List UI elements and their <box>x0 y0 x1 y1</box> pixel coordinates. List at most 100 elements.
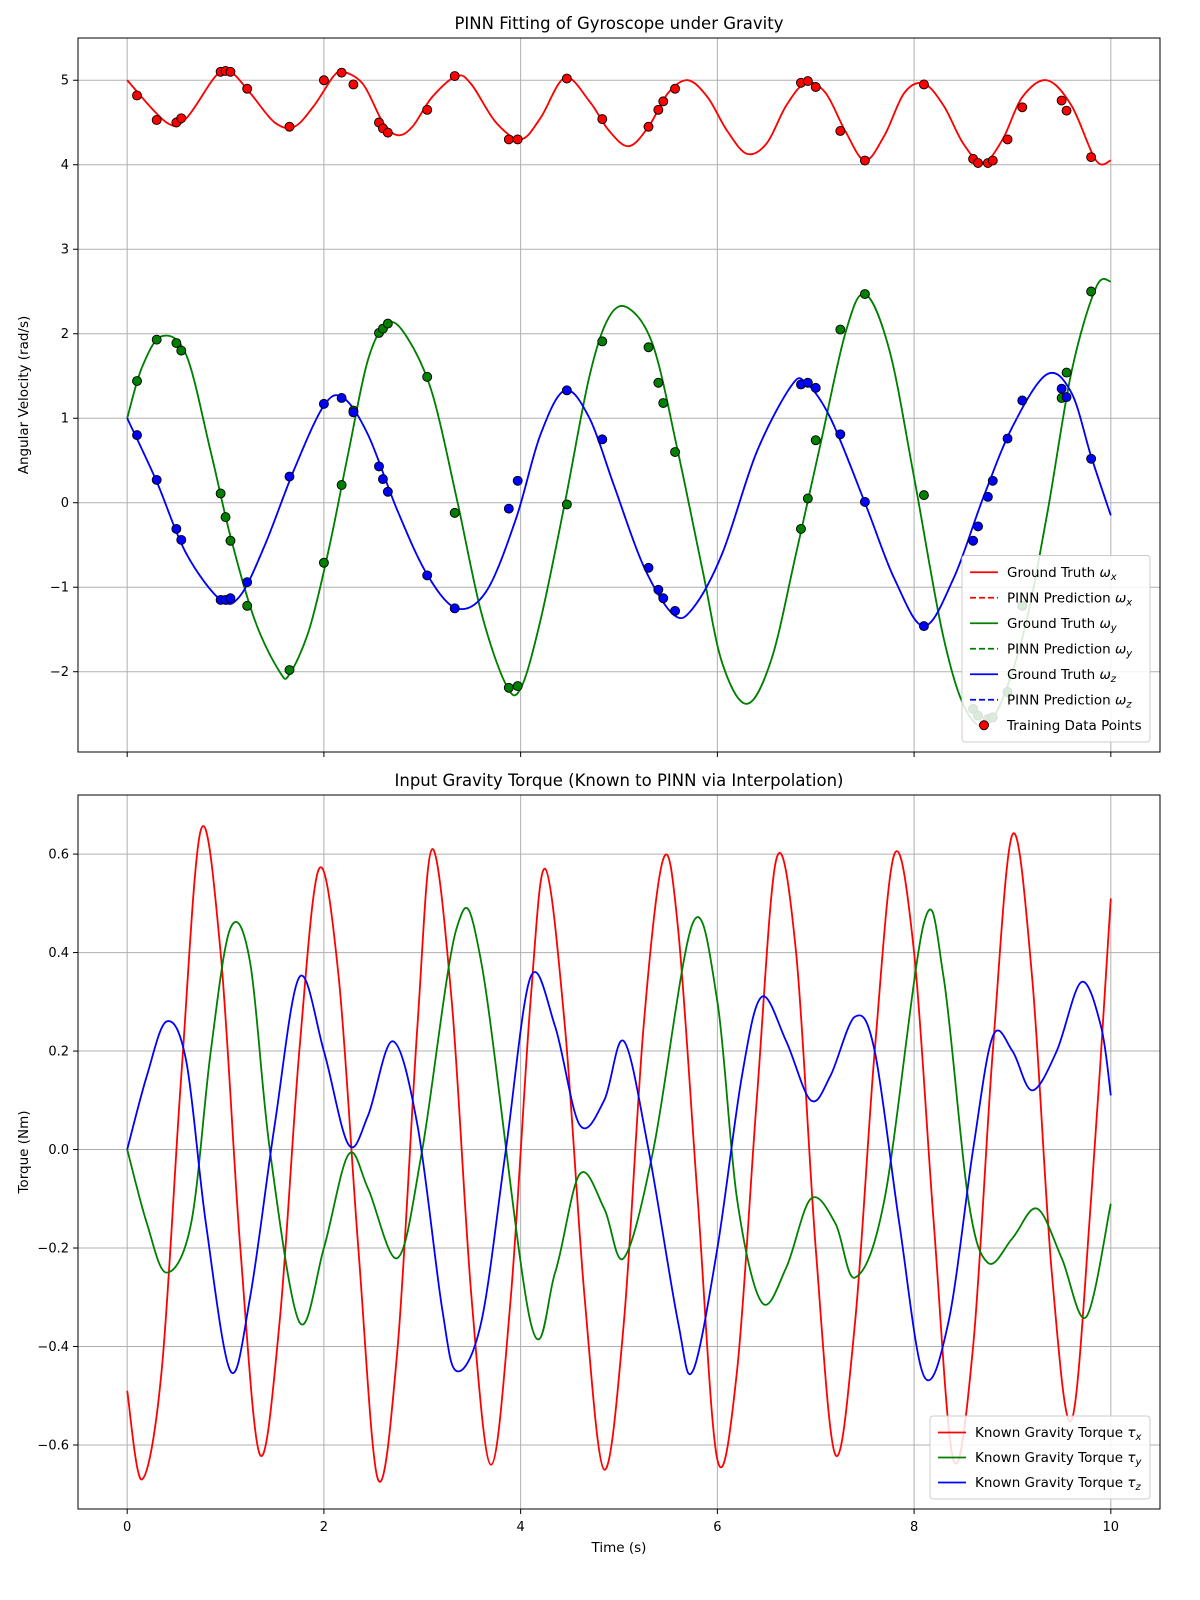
training-point <box>561 385 572 396</box>
training-point <box>336 393 347 403</box>
series-line-1 <box>126 68 1112 166</box>
training-point <box>597 434 608 445</box>
training-point <box>215 488 226 499</box>
series-line-3 <box>126 971 1112 1382</box>
training-point <box>382 486 393 497</box>
y-tick-label: 0.6 <box>48 848 69 863</box>
training-point <box>597 114 608 125</box>
training-point <box>859 289 870 299</box>
training-point <box>176 534 187 545</box>
training-point <box>449 507 460 518</box>
training-point <box>284 121 295 132</box>
training-point <box>982 491 993 502</box>
training-point <box>225 66 236 77</box>
training-point <box>1061 367 1072 378</box>
training-point <box>225 593 236 604</box>
legend-entry-label: Known Gravity Torque τy <box>975 1450 1143 1468</box>
training-point <box>132 376 142 387</box>
training-point <box>658 398 669 408</box>
y-tick-label: −0.6 <box>37 1438 69 1453</box>
training-point <box>318 557 329 568</box>
training-point <box>382 127 393 138</box>
legend-entry-label: Training Data Points <box>1006 718 1142 734</box>
training-point <box>449 71 460 81</box>
training-point <box>225 535 236 546</box>
training-point <box>1061 392 1072 403</box>
plot-area <box>126 66 1112 727</box>
training-point <box>802 76 813 87</box>
training-point <box>653 104 664 115</box>
training-point <box>382 318 393 329</box>
training-point <box>653 377 664 388</box>
training-point <box>1002 134 1013 145</box>
x-tick-label: 6 <box>713 1520 721 1535</box>
training-point <box>918 621 929 632</box>
training-point <box>810 435 821 446</box>
training-point <box>1056 95 1067 106</box>
y-axis-label: Torque (Nm) <box>16 1110 32 1194</box>
training-point <box>176 113 187 124</box>
training-point <box>318 398 329 409</box>
legend-box <box>929 1415 1151 1500</box>
training-point <box>810 382 821 393</box>
training-point <box>1061 105 1072 116</box>
training-point <box>336 480 347 490</box>
training-point <box>284 665 295 675</box>
training-point <box>670 447 681 457</box>
x-axis-label: Time (s) <box>591 1540 647 1556</box>
training-point <box>918 490 929 501</box>
training-point <box>171 523 182 534</box>
training-point <box>968 535 979 546</box>
x-tick-label: 10 <box>1103 1520 1120 1535</box>
training-point <box>653 584 664 595</box>
training-point <box>561 499 572 510</box>
training-point <box>1002 433 1013 444</box>
x-tick-label: 4 <box>516 1520 524 1535</box>
y-tick-label: 5 <box>61 74 69 89</box>
legend-entry-label: PINN Prediction ωy <box>1007 641 1133 659</box>
training-point <box>377 474 388 485</box>
training-point <box>802 493 813 504</box>
plot-area <box>126 825 1112 1483</box>
training-point <box>670 605 681 616</box>
legend: Ground Truth ωx PINN Prediction ωx Ground … <box>961 555 1151 743</box>
training-point <box>512 475 523 486</box>
training-point <box>918 79 929 90</box>
grid <box>78 795 1160 1509</box>
training-point <box>449 603 460 614</box>
y-tick-label: 1 <box>61 412 69 427</box>
training-point <box>422 371 433 382</box>
training-point <box>973 521 983 532</box>
training-point <box>987 475 998 486</box>
chart-panel-2: 0 2 4 6 8 10 −0.6 −0.4 −0.2 0.0 0.2 0.4 0.6 Input Gra… <box>16 771 1161 1556</box>
training-point <box>1056 383 1067 394</box>
legend-entry-label: Known Gravity Torque τx <box>975 1425 1142 1443</box>
training-point <box>1086 453 1097 464</box>
training-point <box>859 496 870 507</box>
training-point <box>987 155 998 166</box>
x-tick-label: 8 <box>910 1520 918 1535</box>
y-tick-label: −0.4 <box>37 1340 69 1355</box>
training-point <box>835 429 846 440</box>
training-point <box>503 503 514 514</box>
training-point <box>643 562 654 573</box>
training-point <box>796 523 806 534</box>
training-point <box>658 96 669 107</box>
y-tick-label: 3 <box>61 243 69 258</box>
y-tick-label: −0.2 <box>37 1242 69 1257</box>
series-line-4 <box>126 278 1112 727</box>
training-point <box>1086 152 1097 163</box>
legend-entry-label: PINN Prediction ωx <box>1007 590 1132 608</box>
training-point <box>802 377 813 388</box>
training-point <box>658 593 669 604</box>
series-line-2 <box>126 907 1112 1341</box>
series-line-6 <box>126 372 1112 627</box>
y-tick-label: 0 <box>61 496 69 511</box>
legend-entry-label: PINN Prediction ωz <box>1007 692 1132 710</box>
chart-panel-1: −2 −1 0 1 2 3 4 5 PINN Fitting of Gyroscope unde… <box>16 14 1161 757</box>
axes-frame <box>77 37 1161 753</box>
training-point <box>597 336 608 347</box>
training-point <box>643 121 654 132</box>
training-point <box>503 134 514 145</box>
y-tick-label: 0.2 <box>48 1045 69 1060</box>
